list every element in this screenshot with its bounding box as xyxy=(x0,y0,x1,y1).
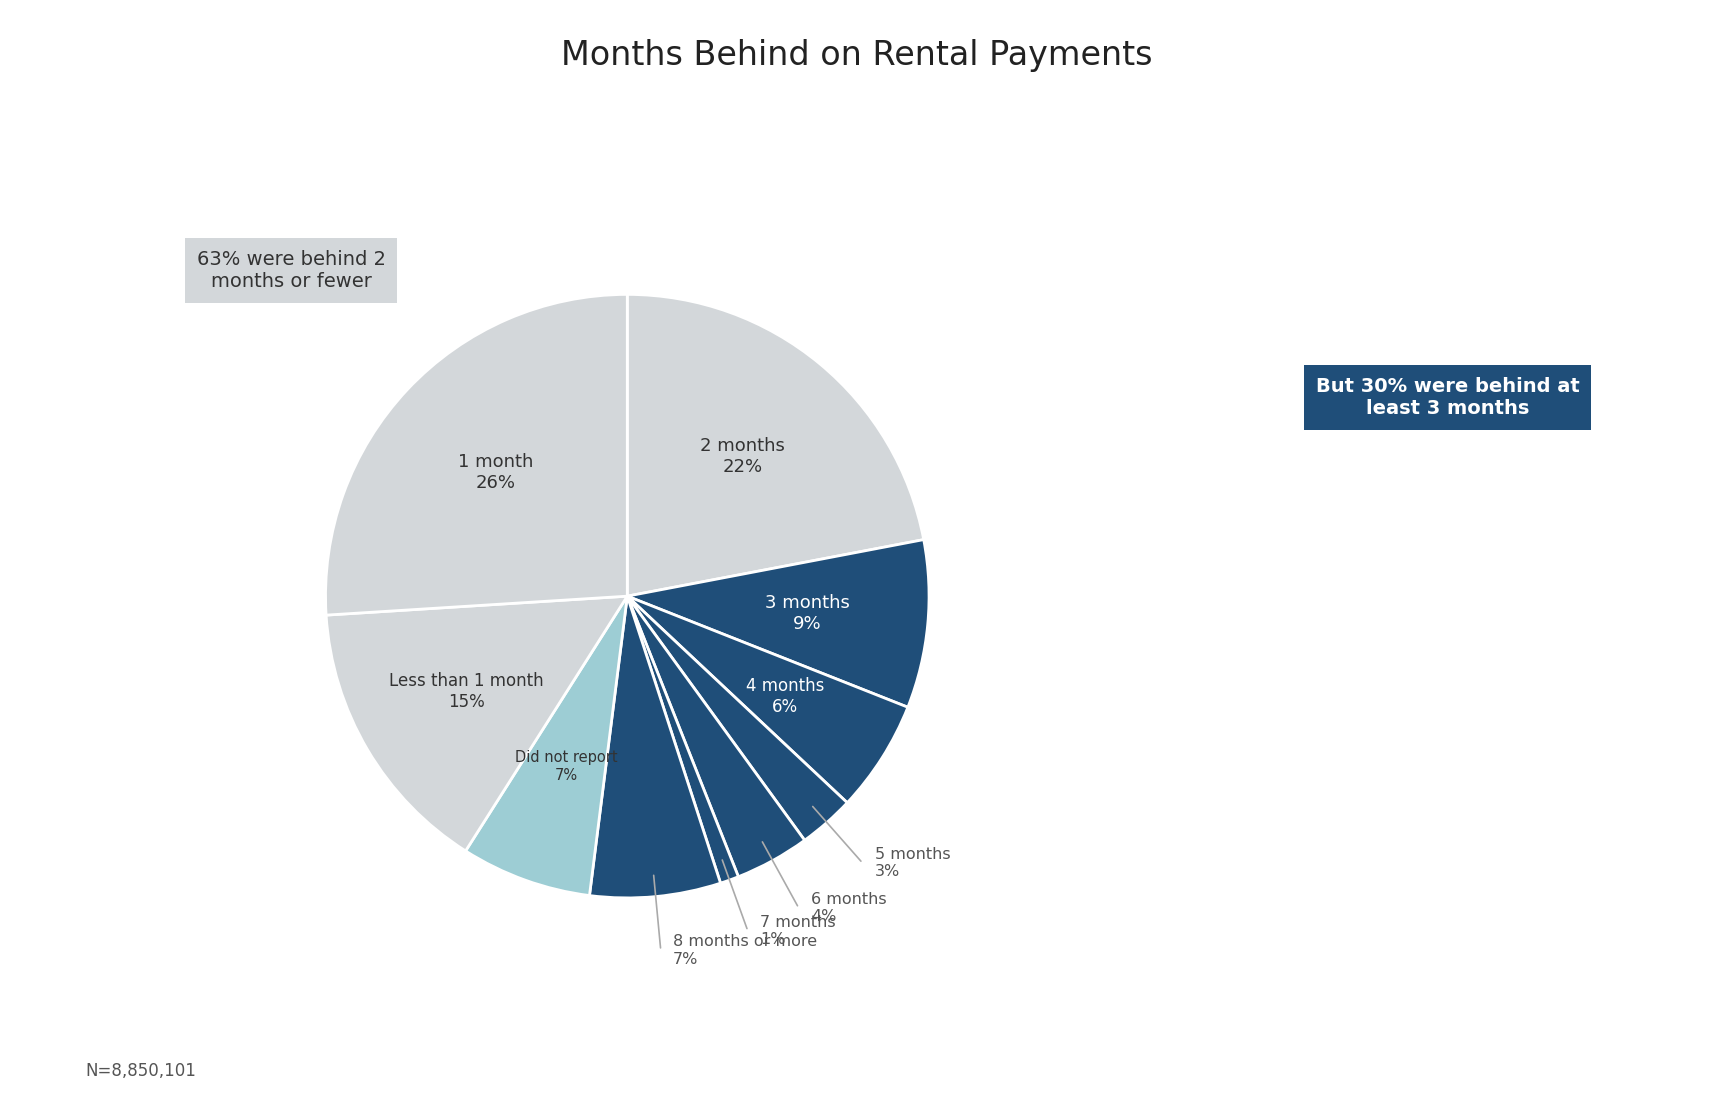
Wedge shape xyxy=(325,295,627,615)
Text: 3 months
9%: 3 months 9% xyxy=(766,594,850,633)
Wedge shape xyxy=(627,295,923,596)
Text: N=8,850,101: N=8,850,101 xyxy=(86,1062,197,1080)
Text: Did not report
7%: Did not report 7% xyxy=(514,751,617,783)
Wedge shape xyxy=(627,540,928,708)
Wedge shape xyxy=(589,596,721,898)
Text: 63% were behind 2
months or fewer: 63% were behind 2 months or fewer xyxy=(197,250,385,291)
Wedge shape xyxy=(627,596,908,803)
Text: Months Behind on Rental Payments: Months Behind on Rental Payments xyxy=(560,39,1153,72)
Text: 1 month
26%: 1 month 26% xyxy=(457,453,533,491)
Wedge shape xyxy=(627,596,805,877)
Text: But 30% were behind at
least 3 months: But 30% were behind at least 3 months xyxy=(1316,376,1579,418)
Text: 7 months
1%: 7 months 1% xyxy=(761,915,836,947)
Text: 6 months
4%: 6 months 4% xyxy=(810,892,887,924)
Text: 5 months
3%: 5 months 3% xyxy=(875,847,951,880)
Text: 4 months
6%: 4 months 6% xyxy=(747,677,824,715)
Text: 2 months
22%: 2 months 22% xyxy=(701,437,785,476)
Wedge shape xyxy=(627,596,738,883)
Wedge shape xyxy=(325,596,627,851)
Wedge shape xyxy=(627,596,848,840)
Text: 8 months or more
7%: 8 months or more 7% xyxy=(673,934,817,967)
Text: Less than 1 month
15%: Less than 1 month 15% xyxy=(389,672,543,711)
Wedge shape xyxy=(466,596,627,895)
